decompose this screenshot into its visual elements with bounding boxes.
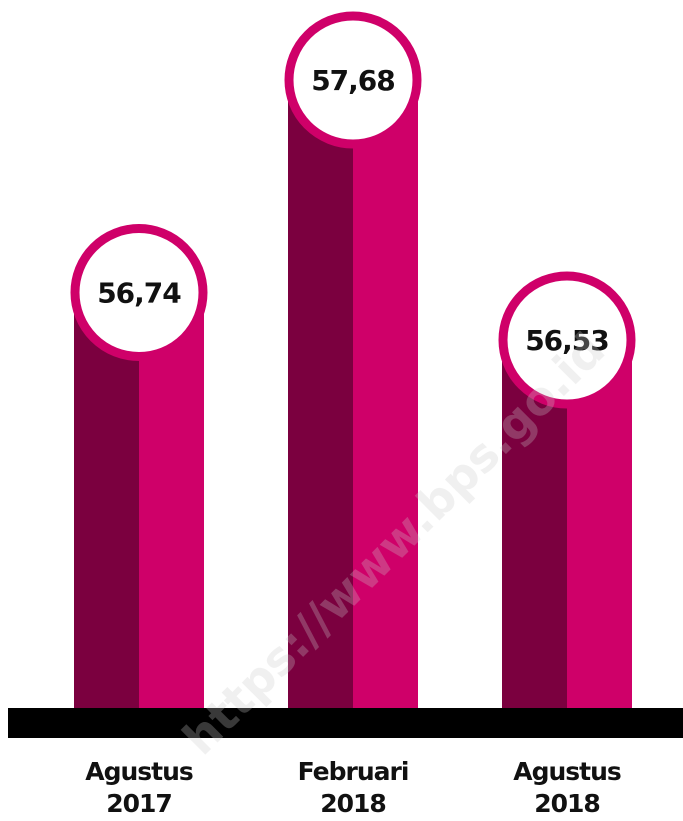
value-label: 56,74 <box>97 277 181 310</box>
baseline <box>8 708 683 738</box>
bar-light-half <box>353 80 418 710</box>
value-label: 56,53 <box>525 324 609 357</box>
value-badge-circle <box>284 11 422 149</box>
bar-dark-half <box>288 80 353 710</box>
bar-dark-half <box>74 292 139 710</box>
category-label: 2017 <box>106 789 172 818</box>
category-label: 2018 <box>320 789 386 818</box>
bar-group: 56,74 <box>70 224 208 710</box>
bar-group: 56,53 <box>498 271 636 710</box>
category-labels-layer: Agustus 2017 Februari 2018 Agustus 2018 <box>85 757 622 818</box>
bar-light-half <box>139 292 204 710</box>
value-label: 57,68 <box>311 64 395 97</box>
category-label: Februari <box>298 757 409 786</box>
category-label: Agustus <box>513 757 621 786</box>
bars-layer: 56,74 57,68 56,53 <box>70 11 636 710</box>
value-badge-circle <box>498 271 636 409</box>
value-badge-circle <box>70 224 208 362</box>
bar-group: 57,68 <box>284 11 422 710</box>
category-label: Agustus <box>85 757 193 786</box>
category-label: 2018 <box>534 789 600 818</box>
